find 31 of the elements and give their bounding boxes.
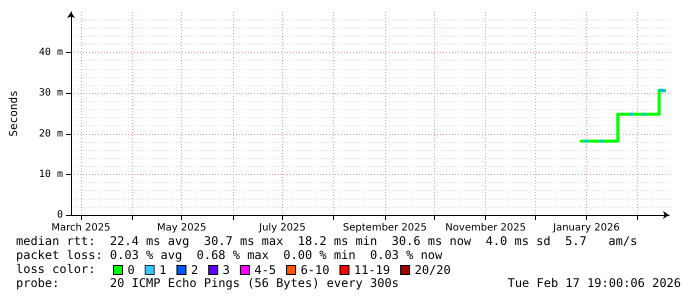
legend-label: 3 bbox=[222, 263, 230, 277]
x-tick-label: November 2025 bbox=[445, 222, 526, 234]
point bbox=[584, 140, 588, 143]
y-tick-label: 10 m bbox=[38, 168, 63, 180]
point bbox=[599, 140, 604, 143]
x-tick-label: September 2025 bbox=[342, 222, 427, 234]
point bbox=[658, 88, 663, 92]
text: median rtt: 22.4 ms avg 30.7 ms max 18.2 ms min 30.6 ms now 4.0 ms sd 5.7 am/s bbox=[16, 234, 638, 248]
y-tick-label: 40 m bbox=[38, 47, 63, 58]
legend-title: loss color: bbox=[16, 262, 96, 276]
x-tick-label: March 2025 bbox=[51, 222, 110, 234]
point bbox=[629, 112, 634, 116]
y-tick-label: 20 m bbox=[38, 128, 63, 140]
x-tick-label: January 2026 bbox=[552, 222, 620, 234]
legend-label: 6-10 bbox=[300, 263, 330, 277]
point bbox=[642, 112, 646, 116]
x-tick-label: May 2025 bbox=[157, 222, 206, 234]
legend-label: 0 bbox=[128, 263, 135, 277]
text: packet loss: 0.03 % avg 0.68 % max 0.00 % min 0.03 % now bbox=[16, 248, 444, 262]
point bbox=[662, 89, 666, 92]
legend-label: 20/20 bbox=[414, 263, 451, 277]
legend-label: 11-19 bbox=[354, 263, 390, 277]
legend-label: 1 bbox=[159, 263, 166, 277]
y-axis-title: Seconds bbox=[7, 90, 20, 137]
x-tick-label: July 2025 bbox=[258, 222, 306, 234]
y-tick-label: 30 m bbox=[38, 88, 63, 99]
legend-label: 2 bbox=[190, 263, 198, 277]
y-tick-label: 0 bbox=[56, 210, 63, 220]
text: Tue Feb 17 19:00:06 2026 bbox=[508, 276, 681, 290]
text: probe: 20 ICMP Echo Pings (56 Bytes) every 300s bbox=[16, 276, 399, 290]
legend-label: 4-5 bbox=[254, 263, 276, 277]
